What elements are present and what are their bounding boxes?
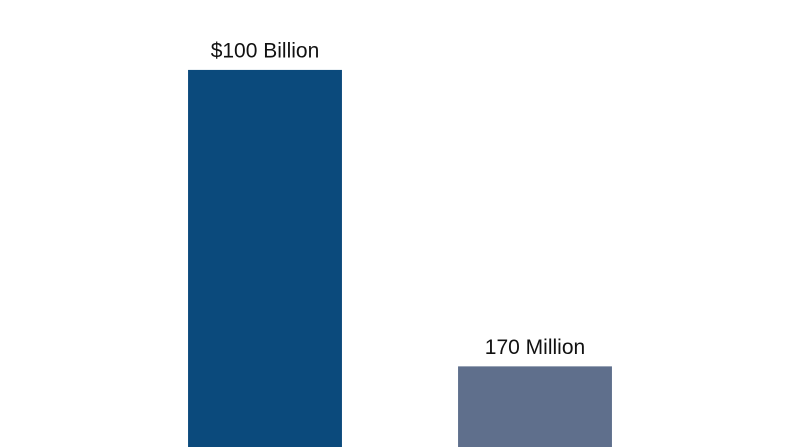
bar: [188, 69, 342, 447]
bar: [458, 366, 612, 447]
value-label: $100 Billion: [211, 39, 320, 62]
value-label: 170 Million: [485, 336, 585, 359]
